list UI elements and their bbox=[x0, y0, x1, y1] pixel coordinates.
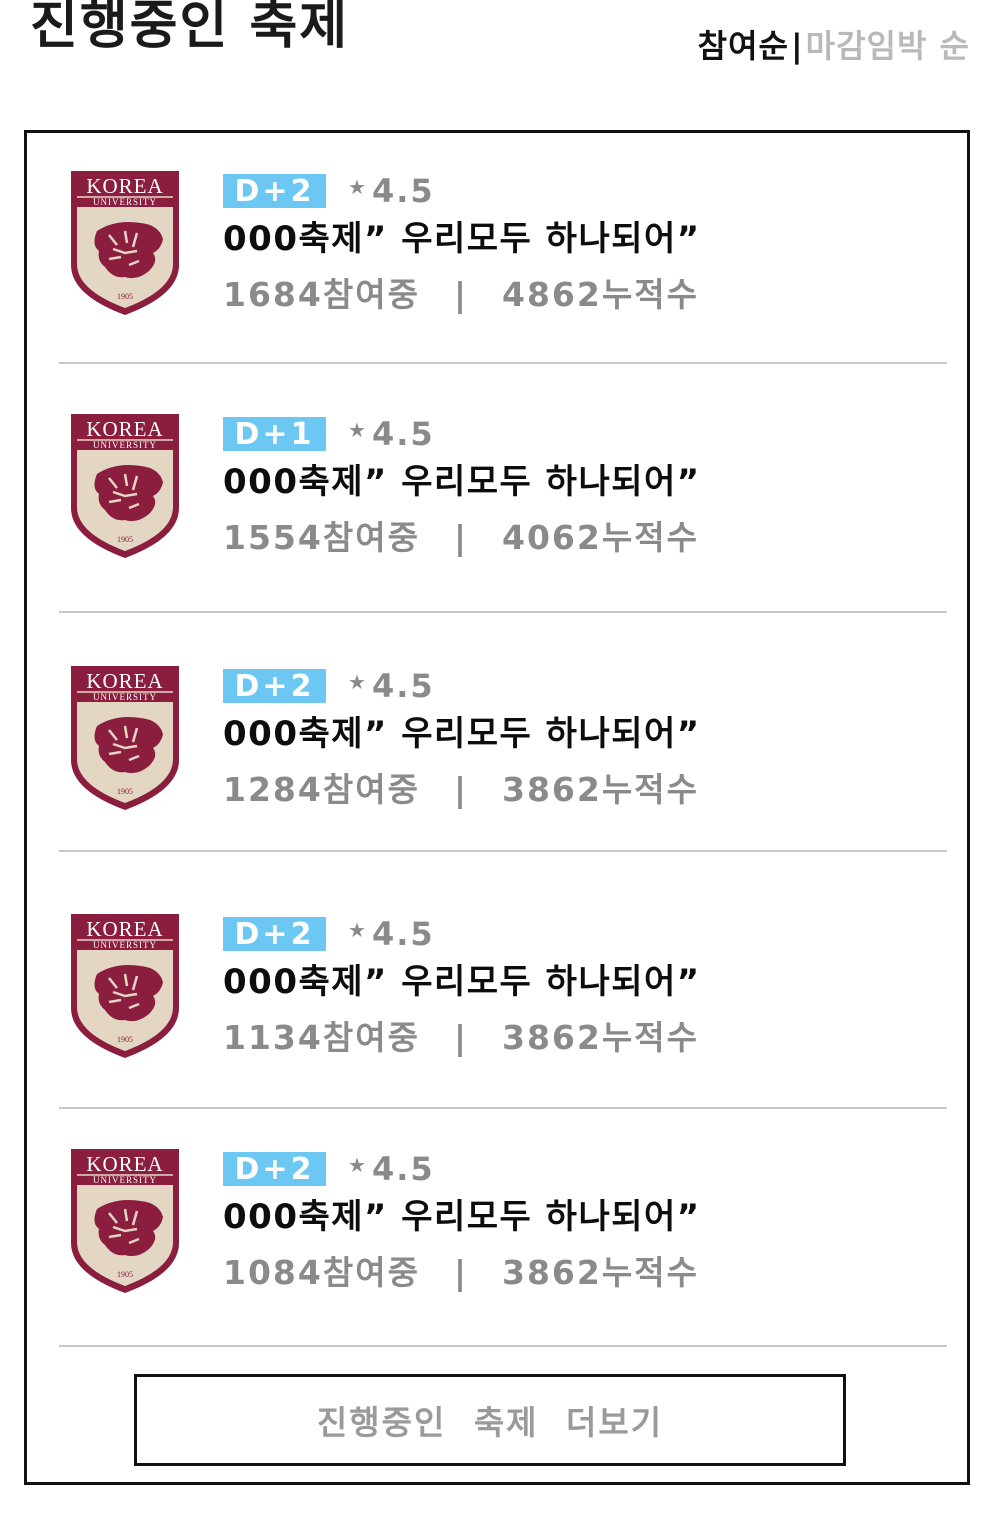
crest-year: 1905 bbox=[117, 1270, 133, 1279]
participant-count: 1684참여중 bbox=[223, 275, 420, 314]
korea-university-crest-icon: KOREA UNIVERSITY 1905 bbox=[71, 666, 179, 810]
rating-value: 4.5 bbox=[371, 915, 435, 953]
sort-separator: | bbox=[790, 27, 804, 65]
festival-info: D+2 ★ 4.5 000축제” 우리모두 하나되어” 1134참여중 | 3862누… bbox=[223, 914, 943, 1060]
dday-badge: D+2 bbox=[223, 174, 326, 209]
list-divider bbox=[59, 850, 947, 852]
korea-university-crest-icon: KOREA UNIVERSITY 1905 bbox=[71, 171, 179, 315]
festival-stats: 1554참여중 | 4062누적수 bbox=[223, 516, 943, 560]
cumulative-count: 3862누적수 bbox=[502, 1018, 699, 1057]
dday-badge: D+2 bbox=[223, 669, 326, 704]
festival-list-item[interactable]: KOREA UNIVERSITY 1905 D+2 ★ 4.5 000축제” 우리… bbox=[59, 912, 947, 1082]
rating: ★ 4.5 bbox=[348, 915, 435, 953]
cumulative-count: 3862누적수 bbox=[502, 1253, 699, 1292]
crest-year: 1905 bbox=[117, 1035, 133, 1044]
festival-title: 000축제” 우리모두 하나되어” bbox=[223, 219, 701, 259]
list-divider bbox=[59, 1345, 947, 1347]
list-divider bbox=[59, 611, 947, 613]
list-divider bbox=[59, 362, 947, 364]
dday-badge: D+1 bbox=[223, 417, 326, 452]
crest-year: 1905 bbox=[117, 535, 133, 544]
rating-value: 4.5 bbox=[371, 172, 435, 210]
festival-info: D+2 ★ 4.5 000축제” 우리모두 하나되어” 1684참여중 | 4862누… bbox=[223, 171, 943, 317]
crest-top-text: KOREA bbox=[86, 417, 163, 441]
festival-list-item[interactable]: KOREA UNIVERSITY 1905 D+2 ★ 4.5 000축제” 우리… bbox=[59, 1147, 947, 1317]
rating-value: 4.5 bbox=[371, 1150, 435, 1188]
participant-count: 1134참여중 bbox=[223, 1018, 420, 1057]
festival-title: 000축제” 우리모두 하나되어” bbox=[223, 714, 701, 754]
crest-top-text: KOREA bbox=[86, 1152, 163, 1176]
crest-year: 1905 bbox=[117, 787, 133, 796]
star-icon: ★ bbox=[348, 418, 368, 442]
dday-badge: D+2 bbox=[223, 1152, 326, 1187]
crest-sub-text: UNIVERSITY bbox=[93, 197, 157, 207]
rating: ★ 4.5 bbox=[348, 172, 435, 210]
festival-info: D+1 ★ 4.5 000축제” 우리모두 하나되어” 1554참여중 | 4062누… bbox=[223, 414, 943, 560]
festival-list: KOREA UNIVERSITY 1905 D+2 ★ 4.5 000축제” 우리… bbox=[24, 130, 970, 1485]
list-divider bbox=[59, 1107, 947, 1109]
korea-university-crest-icon: KOREA UNIVERSITY 1905 bbox=[71, 1149, 179, 1293]
cumulative-count: 4062누적수 bbox=[502, 518, 699, 557]
rating-value: 4.5 bbox=[371, 415, 435, 453]
festival-stats: 1684참여중 | 4862누적수 bbox=[223, 273, 943, 317]
crest-top-text: KOREA bbox=[86, 669, 163, 693]
star-icon: ★ bbox=[348, 175, 368, 199]
sort-options: 참여순|마감임박 순 bbox=[698, 24, 970, 68]
stat-separator: | bbox=[453, 1253, 468, 1292]
festival-stats: 1084참여중 | 3862누적수 bbox=[223, 1251, 943, 1295]
festival-title: 000축제” 우리모두 하나되어” bbox=[223, 962, 701, 1002]
crest-sub-text: UNIVERSITY bbox=[93, 940, 157, 950]
stat-separator: | bbox=[453, 518, 468, 557]
festival-list-item[interactable]: KOREA UNIVERSITY 1905 D+2 ★ 4.5 000축제” 우리… bbox=[59, 664, 947, 834]
stat-separator: | bbox=[453, 275, 468, 314]
sort-by-participation-button[interactable]: 참여순 bbox=[697, 27, 789, 65]
page-title: 진행중인 축제 bbox=[30, 0, 350, 56]
korea-university-crest-icon: KOREA UNIVERSITY 1905 bbox=[71, 414, 179, 558]
festival-info: D+2 ★ 4.5 000축제” 우리모두 하나되어” 1284참여중 | 3862누… bbox=[223, 666, 943, 812]
more-festivals-button[interactable]: 진행중인 축제 더보기 bbox=[134, 1374, 846, 1466]
crest-sub-text: UNIVERSITY bbox=[93, 692, 157, 702]
crest-sub-text: UNIVERSITY bbox=[93, 1175, 157, 1185]
rating: ★ 4.5 bbox=[348, 1150, 435, 1188]
cumulative-count: 3862누적수 bbox=[502, 770, 699, 809]
festival-stats: 1134참여중 | 3862누적수 bbox=[223, 1016, 943, 1060]
star-icon: ★ bbox=[348, 670, 368, 694]
stat-separator: | bbox=[453, 1018, 468, 1057]
participant-count: 1554참여중 bbox=[223, 518, 420, 557]
sort-by-deadline-button[interactable]: 마감임박 순 bbox=[805, 27, 970, 65]
star-icon: ★ bbox=[348, 918, 368, 942]
crest-top-text: KOREA bbox=[86, 917, 163, 941]
festival-stats: 1284참여중 | 3862누적수 bbox=[223, 768, 943, 812]
participant-count: 1284참여중 bbox=[223, 770, 420, 809]
crest-top-text: KOREA bbox=[86, 174, 163, 198]
festival-list-item[interactable]: KOREA UNIVERSITY 1905 D+1 ★ 4.5 000축제” 우리… bbox=[59, 412, 947, 582]
rating-value: 4.5 bbox=[371, 667, 435, 705]
rating: ★ 4.5 bbox=[348, 667, 435, 705]
festival-title: 000축제” 우리모두 하나되어” bbox=[223, 462, 701, 502]
festival-list-item[interactable]: KOREA UNIVERSITY 1905 D+2 ★ 4.5 000축제” 우리… bbox=[59, 169, 947, 339]
cumulative-count: 4862누적수 bbox=[502, 275, 699, 314]
rating: ★ 4.5 bbox=[348, 415, 435, 453]
crest-year: 1905 bbox=[117, 292, 133, 301]
stat-separator: | bbox=[453, 770, 468, 809]
star-icon: ★ bbox=[348, 1153, 368, 1177]
crest-sub-text: UNIVERSITY bbox=[93, 440, 157, 450]
festival-info: D+2 ★ 4.5 000축제” 우리모두 하나되어” 1084참여중 | 3862누… bbox=[223, 1149, 943, 1295]
participant-count: 1084참여중 bbox=[223, 1253, 420, 1292]
festival-title: 000축제” 우리모두 하나되어” bbox=[223, 1197, 701, 1237]
dday-badge: D+2 bbox=[223, 917, 326, 952]
korea-university-crest-icon: KOREA UNIVERSITY 1905 bbox=[71, 914, 179, 1058]
